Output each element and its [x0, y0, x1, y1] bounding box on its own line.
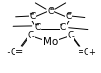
Text: O: O: [83, 48, 90, 57]
Circle shape: [61, 24, 62, 25]
Text: C: C: [35, 22, 41, 32]
Text: C: C: [28, 31, 34, 40]
Text: =: =: [15, 47, 23, 57]
Text: +: +: [88, 48, 95, 57]
Text: C: C: [30, 12, 36, 21]
Text: C: C: [65, 12, 71, 21]
Text: C: C: [60, 22, 66, 32]
Text: -: -: [71, 32, 74, 41]
Text: =: =: [78, 47, 86, 57]
Text: Mo: Mo: [43, 37, 58, 47]
Text: C: C: [47, 7, 54, 16]
Text: -: -: [32, 32, 35, 41]
Text: C: C: [67, 31, 73, 40]
Text: O: O: [11, 48, 18, 57]
Text: +: +: [6, 48, 13, 57]
